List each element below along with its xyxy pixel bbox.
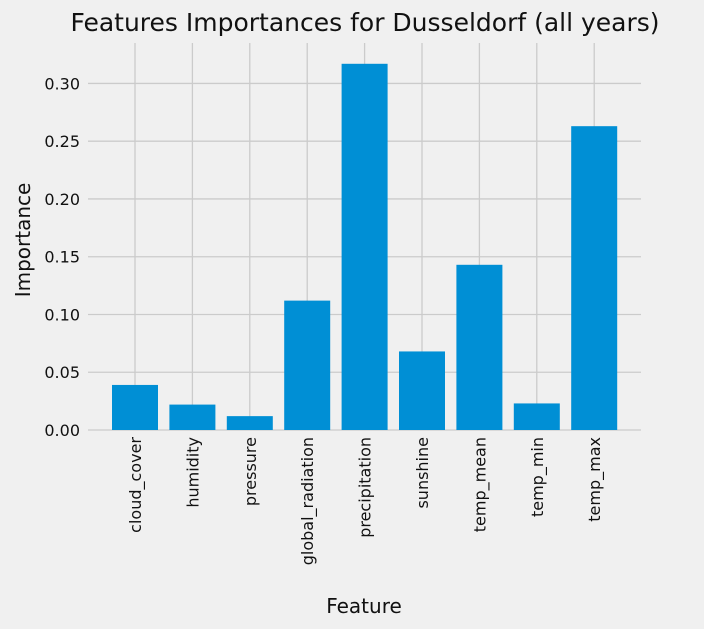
bar-cloud-cover (112, 384, 158, 430)
bar-precipitation (341, 63, 388, 430)
bar-global-radiation (284, 300, 331, 430)
bar-humidity (169, 404, 216, 430)
bars (112, 63, 618, 430)
bar-pressure (226, 416, 273, 430)
bar-temp-max (571, 126, 618, 430)
x-tick-label: sunshine (413, 437, 432, 509)
bar-sunshine (399, 351, 445, 430)
y-tick-label: 0.10 (44, 305, 80, 324)
y-tick-label: 0.20 (44, 190, 80, 209)
bar-temp-min (513, 403, 560, 430)
chart-title: Features Importances for Dusseldorf (all… (70, 8, 659, 37)
x-tick-label: temp_max (585, 437, 605, 522)
x-tick-label: temp_min (528, 437, 548, 517)
x-tick-label: pressure (241, 437, 260, 506)
y-tick-labels: 0.00 0.05 0.10 0.15 0.20 0.25 0.30 (44, 74, 80, 440)
y-tick-label: 0.05 (44, 363, 80, 382)
y-tick-label: 0.00 (44, 421, 80, 440)
bar-temp-mean (456, 264, 503, 430)
x-tick-label: cloud_cover (126, 437, 146, 533)
x-tick-labels: cloud_cover humidity pressure global_radiat… (126, 437, 605, 566)
y-tick-label: 0.15 (44, 248, 80, 267)
x-tick-label: global_radiation (298, 437, 318, 565)
x-tick-label: precipitation (356, 437, 375, 538)
x-tick-label: humidity (183, 437, 202, 508)
x-tick-label: temp_mean (470, 437, 490, 532)
x-axis-label: Feature (326, 594, 402, 618)
y-tick-label: 0.30 (44, 74, 80, 93)
y-tick-label: 0.25 (44, 132, 80, 151)
y-axis-label: Importance (11, 183, 35, 298)
